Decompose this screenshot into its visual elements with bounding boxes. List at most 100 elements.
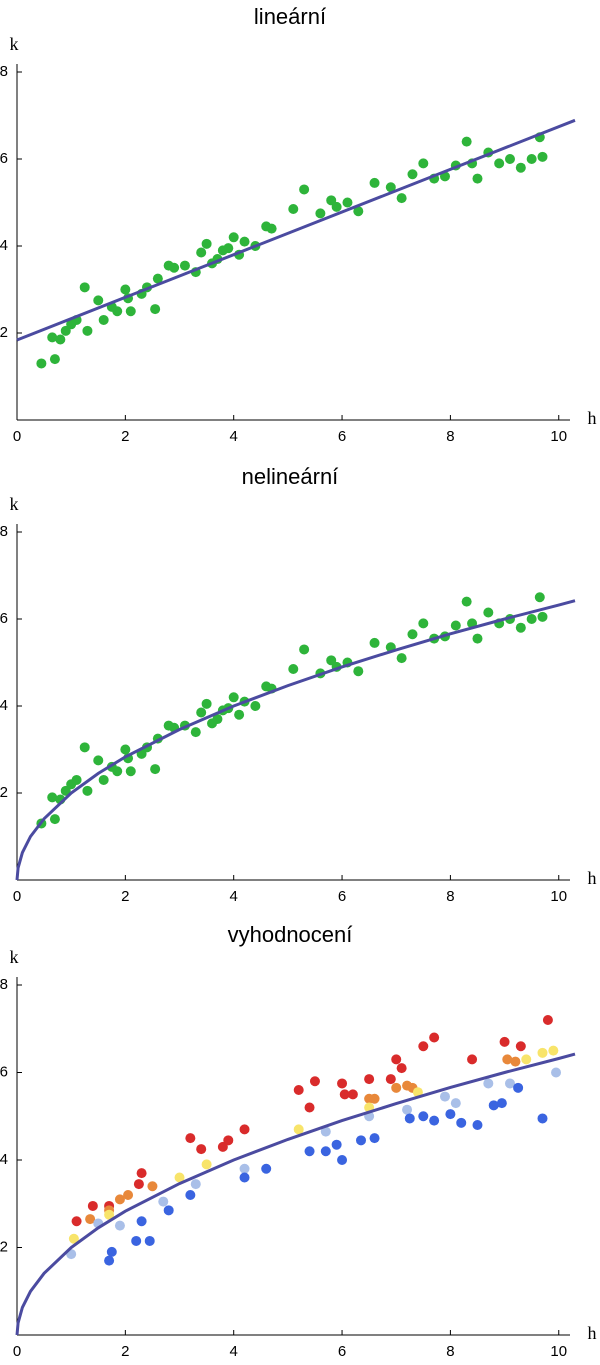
point [104,1209,115,1220]
point [169,262,180,273]
point [364,1074,375,1085]
point [266,223,277,234]
y-axis-label: k [10,947,19,967]
point [513,1082,524,1093]
point [190,1179,201,1190]
point [158,1196,169,1207]
point [47,792,58,803]
point [483,1078,494,1089]
y-tick-label: 2 [0,784,8,801]
point [288,664,299,675]
point [356,1135,367,1146]
fit-line [16,118,576,342]
point [150,304,161,315]
x-tick-label: 8 [446,888,454,905]
x-tick-label: 2 [121,888,129,905]
point [47,332,58,343]
point [407,629,418,640]
point [98,314,109,325]
x-tick-label: 6 [338,888,346,905]
point [239,1172,250,1183]
point [450,620,461,631]
point [82,325,93,336]
x-axis-label: h [588,408,597,428]
y-tick-label: 2 [0,1238,8,1255]
x-tick-label: 0 [13,888,21,905]
point [239,236,250,247]
y-axis-label: k [10,494,19,514]
y-axis-label: k [10,34,19,54]
point [537,611,548,622]
point [551,1067,562,1078]
point [353,206,364,217]
point [548,1045,559,1056]
x-axis-label: h [588,1323,597,1343]
point [526,614,537,624]
point [461,136,472,147]
point [339,1089,350,1100]
point [396,193,407,204]
x-tick-label: 4 [230,428,238,445]
point [93,755,104,766]
point [104,1255,115,1266]
point [542,1015,553,1025]
y-tick-label: 6 [0,1063,8,1080]
point [49,814,60,825]
x-tick-label: 4 [230,888,238,905]
point [174,1172,185,1183]
x-tick-label: 0 [13,428,21,445]
point [515,162,526,173]
point [131,1235,142,1246]
point [337,1155,348,1165]
point [120,284,131,295]
y-tick-label: 4 [0,697,8,714]
point [201,238,212,249]
point [418,618,429,629]
x-tick-label: 0 [13,1343,21,1360]
point [163,1205,174,1216]
point [36,358,47,369]
point [369,1093,380,1104]
point [418,158,429,169]
point [239,1163,250,1174]
point [515,622,526,633]
point [93,295,104,306]
point [445,1109,456,1120]
point [521,1054,532,1065]
point [152,273,163,284]
point [196,247,207,258]
point [196,707,207,718]
x-tick-label: 10 [550,888,567,905]
point [347,1089,358,1100]
x-axis-label: h [588,868,597,888]
point [82,785,93,796]
y-tick-label: 8 [0,63,8,80]
point [196,1144,207,1155]
point [212,714,223,725]
x-tick-label: 6 [338,1343,346,1360]
point [450,1098,461,1109]
point [396,653,407,664]
point [288,204,299,215]
point [472,1120,483,1130]
y-tick-label: 2 [0,324,8,341]
chart-title: lineární [254,4,326,29]
point [304,1102,315,1113]
y-tick-label: 8 [0,523,8,540]
point [190,727,201,738]
point [429,1032,440,1043]
point [98,774,109,785]
point [331,1139,342,1150]
point [261,1163,272,1174]
x-tick-label: 2 [121,428,129,445]
y-tick-label: 6 [0,610,8,627]
point [429,1115,440,1126]
point [483,607,494,618]
point [504,154,515,164]
chart-title: nelineární [242,464,339,489]
point [49,354,60,365]
point [299,184,310,195]
point [537,151,548,162]
point [112,766,123,777]
